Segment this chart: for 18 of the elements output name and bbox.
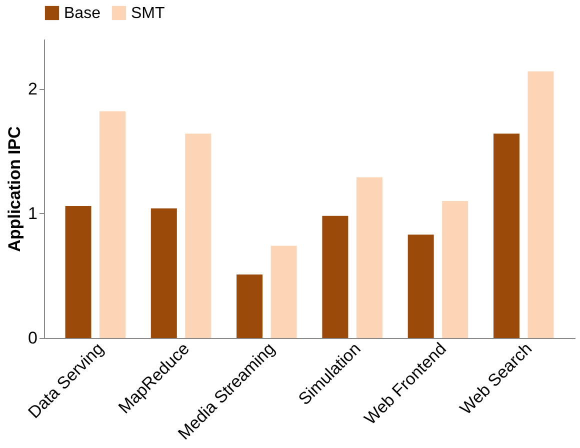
y-tick-label: 0: [28, 328, 38, 348]
bar: [408, 234, 434, 338]
bar: [322, 216, 348, 338]
bar: [100, 111, 126, 338]
bar: [65, 206, 92, 338]
bar: [493, 134, 520, 338]
legend-label: Base: [64, 5, 101, 22]
bar: [442, 200, 468, 338]
y-tick-label: 2: [28, 79, 38, 98]
y-tick-label: 1: [28, 204, 38, 223]
bar: [528, 71, 554, 338]
bar: [185, 134, 212, 338]
bar: [270, 246, 297, 338]
legend-label: SMT: [131, 5, 165, 22]
bar: [236, 274, 263, 338]
bar: [356, 177, 382, 338]
bar: [150, 208, 177, 338]
y-axis-title: Application IPC: [5, 126, 24, 252]
